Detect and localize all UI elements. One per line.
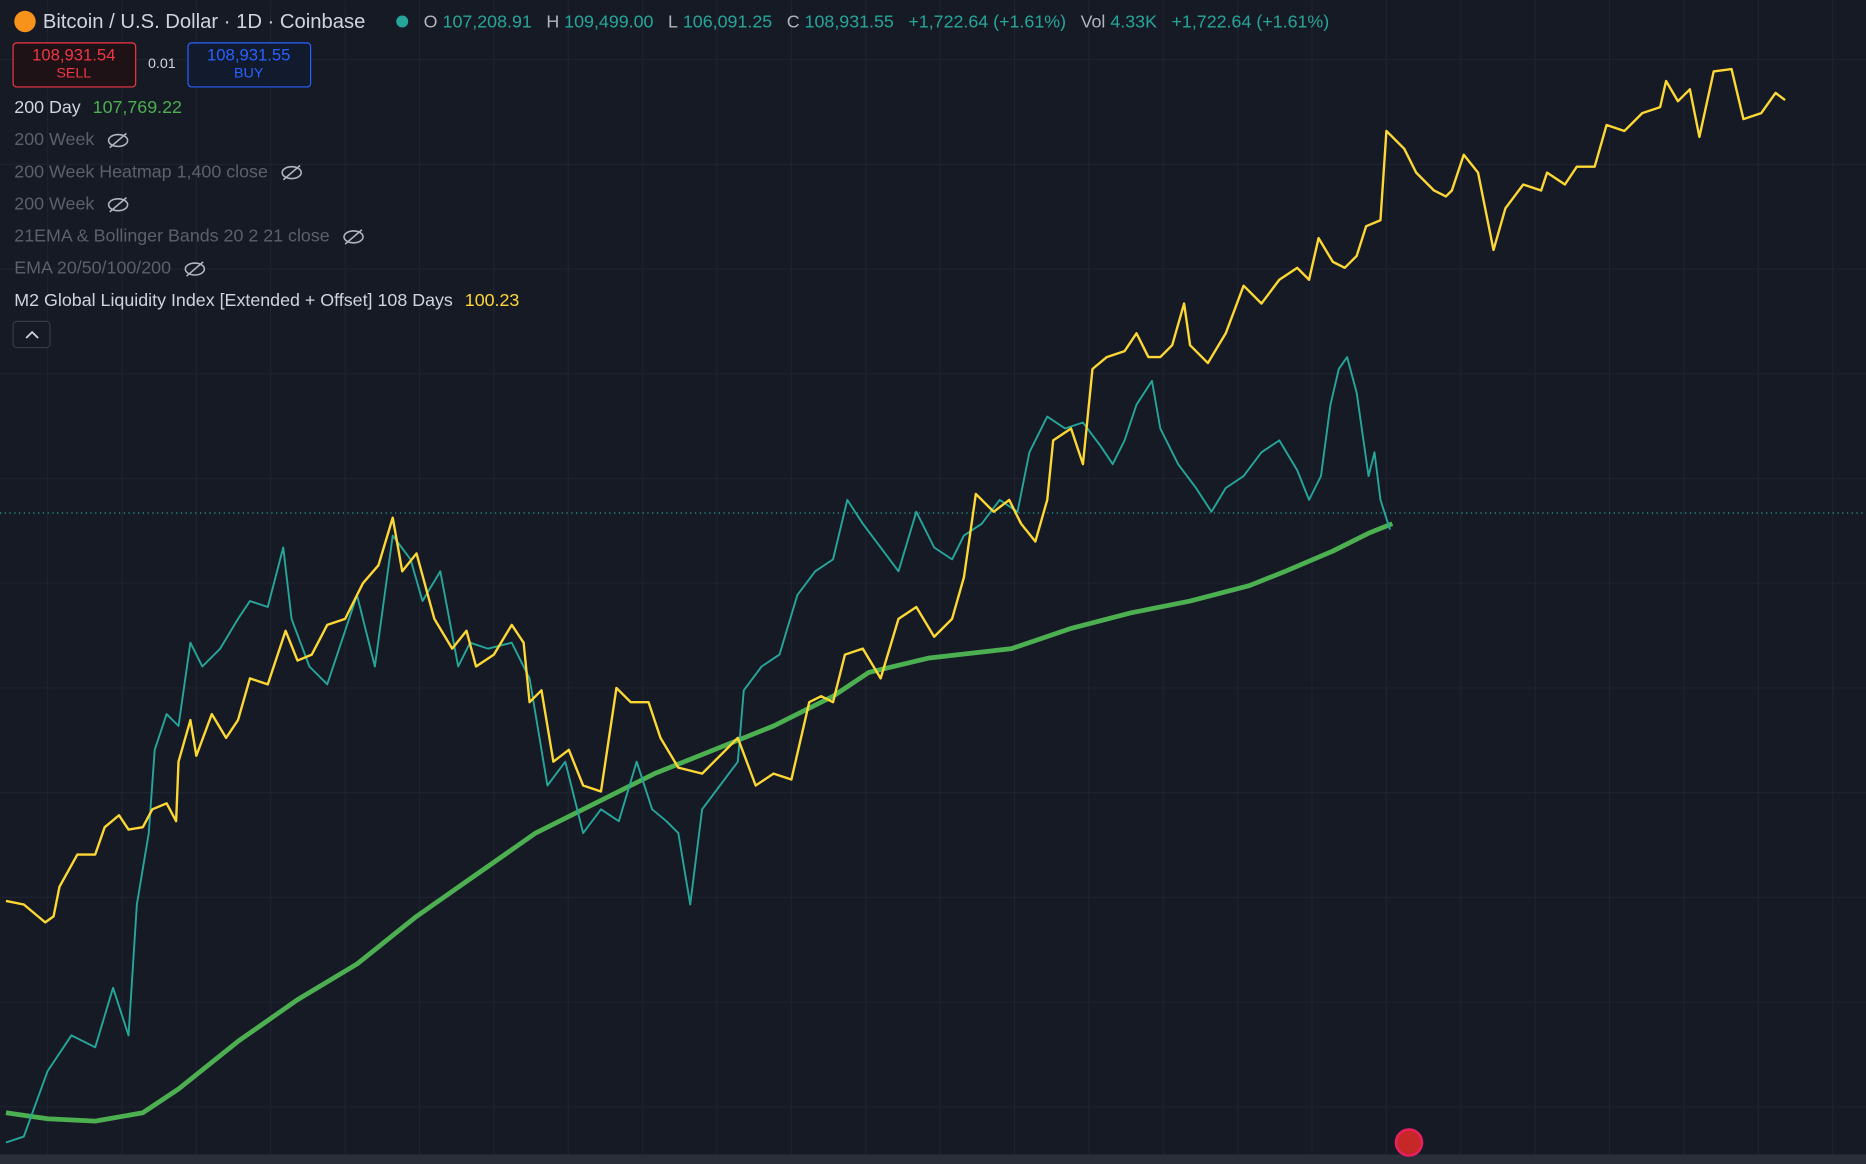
indicator-name: M2 Global Liquidity Index [Extended + Of… bbox=[14, 290, 453, 310]
low-label: L bbox=[668, 11, 678, 31]
high-label: H bbox=[546, 11, 559, 31]
buy-price[interactable]: 108,931.55 bbox=[207, 45, 290, 64]
visibility-icon[interactable] bbox=[343, 230, 364, 244]
visibility-icon[interactable] bbox=[281, 165, 302, 180]
ma-200-day bbox=[5, 521, 1394, 1124]
m2-liquidity-line bbox=[5, 67, 1786, 924]
high: 109,499.00 bbox=[564, 11, 653, 31]
indicator-name: 21EMA & Bollinger Bands 20 2 21 close bbox=[14, 226, 330, 246]
bottom-bar bbox=[0, 1154, 1866, 1164]
visibility-icon-slash[interactable] bbox=[109, 132, 127, 149]
sell-price[interactable]: 108,931.54 bbox=[32, 45, 115, 64]
indicator-name: 200 Week bbox=[14, 129, 94, 149]
indicator-name: 200 Week bbox=[14, 193, 94, 213]
visibility-icon-slash[interactable] bbox=[186, 261, 204, 277]
collapse-icon[interactable] bbox=[25, 330, 39, 339]
visibility-icon-slash[interactable] bbox=[282, 164, 301, 181]
visibility-icon-slash[interactable] bbox=[109, 197, 127, 213]
vol-change: +1,722.64 (+1.61%) bbox=[1171, 11, 1329, 31]
symbol-title: Bitcoin / U.S. Dollar · 1D · Coinbase bbox=[43, 11, 366, 33]
collapse-button[interactable] bbox=[12, 320, 51, 349]
sell-label[interactable]: SELL bbox=[56, 66, 91, 82]
indicator-value: 107,769.22 bbox=[93, 97, 182, 117]
visibility-icon[interactable] bbox=[107, 198, 129, 212]
close-label: C bbox=[787, 11, 800, 31]
indicator-value: 100.23 bbox=[465, 290, 520, 310]
indicator-legend: 200 Day 107,769.22 200 Week 200 Week Heatma… bbox=[14, 97, 519, 310]
indicator-name: 200 Week Heatmap 1,400 close bbox=[14, 161, 268, 181]
market-status bbox=[396, 15, 409, 28]
visibility-icon[interactable] bbox=[184, 262, 206, 276]
open-label: O bbox=[424, 11, 438, 31]
close: 108,931.55 bbox=[805, 11, 894, 31]
buy-button[interactable] bbox=[187, 42, 312, 88]
indicator-name: EMA 20/50/100/200 bbox=[14, 258, 171, 278]
visibility-icon[interactable] bbox=[107, 133, 129, 148]
low: 106,091.25 bbox=[683, 11, 772, 31]
visibility-icon-slash[interactable] bbox=[344, 229, 363, 245]
open: 107,208.91 bbox=[443, 11, 532, 31]
spread: 0.01 bbox=[148, 56, 176, 72]
change: +1,722.64 (+1.61%) bbox=[908, 11, 1066, 31]
vol: 4.33K bbox=[1110, 11, 1157, 31]
sell-button[interactable] bbox=[12, 42, 137, 88]
indicator-name: 200 Day bbox=[14, 97, 81, 117]
buy-label[interactable]: BUY bbox=[234, 66, 264, 82]
ohlc: O 107,208.91 H 109,499.00 L 106,091.25 C… bbox=[424, 11, 1330, 31]
event-icon[interactable] bbox=[1394, 1128, 1424, 1157]
price-series bbox=[5, 356, 1391, 1144]
vol-label: Vol bbox=[1081, 11, 1106, 31]
btc-icon bbox=[14, 10, 36, 33]
